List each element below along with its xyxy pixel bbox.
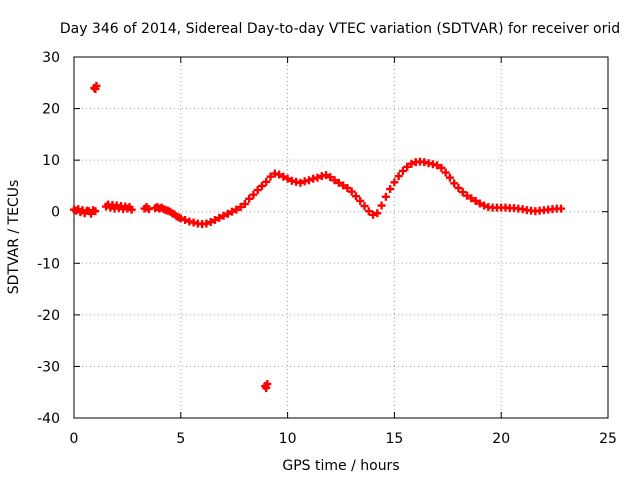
data-point [257,181,266,190]
data-point [296,178,305,187]
data-point [377,201,386,210]
x-tick-label: 10 [279,431,297,447]
data-point [210,215,219,224]
x-axis-label: GPS time / hours [282,458,399,474]
y-tick-label: 10 [42,153,60,169]
data-point [445,173,454,182]
data-point [458,188,467,197]
data-point [475,199,484,208]
y-axis-label: SDTVAR / TECUs [6,180,22,295]
data-point [480,201,489,210]
data-point [339,181,348,190]
y-tick-label: -40 [37,411,60,427]
x-tick-label: 0 [70,431,79,447]
data-point [232,205,241,214]
y-tick-label: 20 [42,102,60,118]
data-point [181,215,190,224]
data-point [463,191,472,200]
data-point [433,161,442,170]
data-point [176,214,185,223]
data-point [351,192,360,201]
data-point [364,207,373,216]
data-point [304,176,313,185]
data-point [249,190,258,199]
axis-ticks [73,56,609,419]
data-point [266,172,275,181]
y-tick-label: -10 [37,256,60,272]
data-point [253,186,262,195]
data-point [441,168,450,177]
y-tick-label: 30 [42,50,60,66]
data-point [437,163,446,172]
data-point [398,166,407,175]
data-point [360,202,369,211]
data-point [279,172,288,181]
data-point [369,210,378,219]
y-tick-label: -20 [37,308,60,324]
tick-labels: 0 5 10 15 20 25 -40 -30 -20 -10 0 10 20 30 [37,50,617,447]
data-point [403,162,412,171]
data-point [373,209,382,218]
data-point [347,187,356,196]
data-point [386,185,395,194]
data-point [467,194,476,203]
x-tick-label: 15 [385,431,403,447]
y-tick-label: 0 [51,205,60,221]
data-point [228,207,237,216]
plot-frame [73,56,609,419]
data-point [275,170,284,179]
data-point [215,213,224,222]
data-points [70,81,566,393]
data-point [206,218,215,227]
data-point [407,159,416,168]
data-point [330,176,339,185]
data-point [202,219,211,228]
data-point [313,173,322,182]
data-point [471,196,480,205]
data-point [394,172,403,181]
data-point [283,174,292,183]
x-tick-label: 5 [176,431,185,447]
data-point [91,84,100,93]
y-tick-label: -30 [37,359,60,375]
data-point [262,384,271,393]
grid-lines [74,57,608,418]
data-point [454,183,463,192]
data-point [262,177,271,186]
x-tick-label: 25 [599,431,617,447]
data-point [322,171,331,180]
data-point [326,173,335,182]
data-point [334,178,343,187]
data-point [356,196,365,205]
x-tick-label: 20 [492,431,510,447]
chart-title: Day 346 of 2014, Sidereal Day-to-day VTE… [60,21,620,37]
data-point [240,199,249,208]
data-point [390,178,399,187]
data-point [127,205,136,214]
data-point [219,211,228,220]
data-point [91,207,100,216]
data-point [236,203,245,212]
data-point [343,183,352,192]
data-point [557,204,566,213]
data-point [450,179,459,188]
data-point [245,194,254,203]
data-point [381,192,390,201]
data-point [223,209,232,218]
